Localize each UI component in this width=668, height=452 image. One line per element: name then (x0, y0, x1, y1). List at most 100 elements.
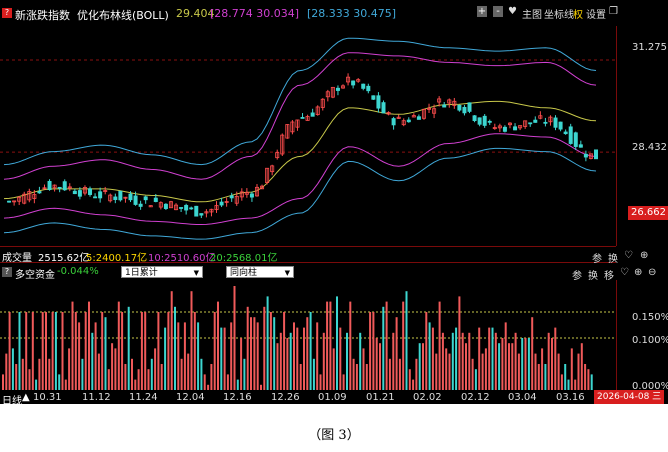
zoom-out-button[interactable]: - (493, 6, 503, 17)
main-chart-button[interactable]: 主图 (522, 10, 542, 21)
flow-bar (213, 312, 216, 390)
candle-body (487, 120, 492, 123)
flow-bar (167, 312, 170, 390)
flow-heart-icon[interactable]: ♡ (620, 267, 629, 278)
candle-body (153, 197, 158, 202)
heart-icon[interactable]: ♥ (508, 6, 517, 17)
date-tick: 01.09 (318, 392, 347, 403)
volume-param-button[interactable]: 参 (592, 254, 602, 265)
flow-bar (217, 301, 219, 390)
date-tick: 11.12 (82, 392, 111, 403)
flow-switch-button[interactable]: 换 (588, 271, 598, 282)
flow-bar (193, 312, 196, 390)
candle-body (452, 100, 457, 106)
flow-title[interactable]: 多空资金 (15, 270, 55, 281)
candle-body (391, 118, 396, 126)
flow-bar (276, 343, 279, 390)
accumulate-dropdown[interactable]: 1日累计 ▼ (121, 266, 203, 278)
flow-bar (574, 379, 577, 390)
indicator-name[interactable]: 优化布林线(BOLL) (77, 9, 169, 22)
info-icon[interactable]: ? (2, 8, 12, 18)
flow-bar (418, 343, 421, 390)
flow-bar (260, 384, 262, 390)
flow-param-button[interactable]: 参 (572, 271, 582, 282)
settings-button[interactable]: 设置 (586, 10, 606, 21)
flow-bar (18, 312, 21, 390)
flow-bar (78, 322, 81, 390)
candle-body (168, 201, 173, 209)
flow-bar (236, 379, 239, 390)
zoom-in-button[interactable]: + (477, 6, 487, 17)
flow-bar (385, 301, 388, 390)
flow-bar (554, 327, 557, 390)
candle-body (239, 191, 244, 198)
flow-bar (200, 358, 203, 390)
flow-bar (210, 364, 213, 390)
flow-zoom-in-icon[interactable]: ⊕ (634, 267, 643, 278)
index-title[interactable]: 新涨跌指数 (15, 9, 70, 22)
candle-body (204, 211, 209, 214)
flow-bar (114, 348, 117, 390)
candle-body (295, 119, 300, 128)
candle-body (270, 165, 275, 173)
boll-upper1-line (3, 52, 597, 180)
flow-bar (111, 343, 114, 390)
candle-body (163, 203, 168, 209)
candle-body (482, 115, 487, 126)
candle-body (594, 149, 599, 160)
rights-button[interactable]: 权 (573, 10, 583, 21)
candle-body (310, 112, 315, 117)
price-axis-line (616, 26, 617, 246)
volume-zoom-icon[interactable]: ⊕ (640, 250, 649, 261)
candle-body (421, 108, 426, 119)
candle-body (184, 204, 189, 211)
flow-move-button[interactable]: 移 (604, 271, 614, 282)
flow-value: -0.044% (57, 266, 99, 277)
volume-switch-button[interactable]: 换 (608, 254, 618, 265)
candle-body (148, 205, 153, 208)
flow-bar (461, 332, 464, 390)
flow-bar (41, 312, 44, 390)
period-label[interactable]: 日线 (2, 396, 22, 404)
candle-body (528, 122, 533, 125)
candle-body (37, 191, 42, 194)
candle-body (558, 121, 563, 130)
volume-ma10: 10:2510.60亿 (148, 253, 216, 264)
candle-body (72, 190, 77, 195)
candle-body (244, 191, 249, 195)
accumulate-dropdown-value: 1日累计 (125, 268, 158, 278)
flow-bar (544, 364, 547, 390)
current-date-badge: 2026-04-08 三 (594, 390, 665, 404)
candle-body (381, 102, 386, 114)
flow-bar (408, 369, 411, 390)
flow-bar (306, 317, 309, 390)
flow-axis-line (616, 280, 617, 390)
flow-bar (303, 327, 305, 390)
candle-body (93, 196, 98, 199)
flow-bar (279, 332, 282, 390)
flow-bar (74, 312, 77, 390)
flow-bar (312, 358, 315, 390)
flow-bar (226, 374, 229, 390)
volume-label[interactable]: 成交量 (2, 253, 32, 264)
volume-heart-icon[interactable]: ♡ (624, 250, 633, 261)
flow-bar (286, 338, 289, 390)
flow-bar (121, 312, 124, 390)
flow-bar (458, 296, 461, 390)
flow-bar (494, 332, 497, 390)
candle-body (133, 195, 138, 205)
flow-info-icon[interactable]: ? (2, 267, 12, 277)
candle-body (371, 95, 376, 100)
coord-line-button[interactable]: 坐标线 (544, 10, 574, 21)
restore-icon[interactable]: ❐ (609, 6, 618, 17)
flow-bar (246, 306, 249, 390)
flow-zoom-out-icon[interactable]: ⊖ (648, 267, 657, 278)
bar-mode-dropdown[interactable]: 同向柱 ▼ (226, 266, 294, 278)
flow-bar (289, 332, 292, 390)
flow-bar (560, 374, 563, 390)
candle-body (492, 127, 497, 130)
chevron-down-icon: ▼ (284, 269, 290, 277)
flow-bar (35, 379, 38, 390)
candle-body (588, 153, 593, 159)
candle-body (209, 208, 214, 213)
